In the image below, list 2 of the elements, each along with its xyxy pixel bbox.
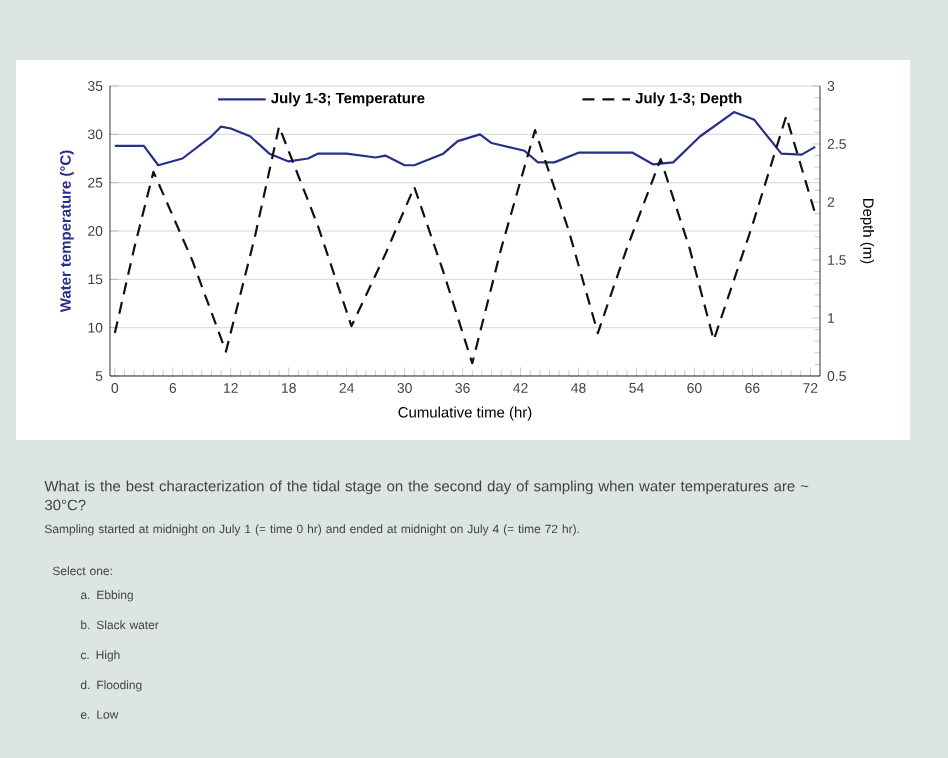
line-series <box>113 115 817 365</box>
line-series <box>113 110 817 167</box>
